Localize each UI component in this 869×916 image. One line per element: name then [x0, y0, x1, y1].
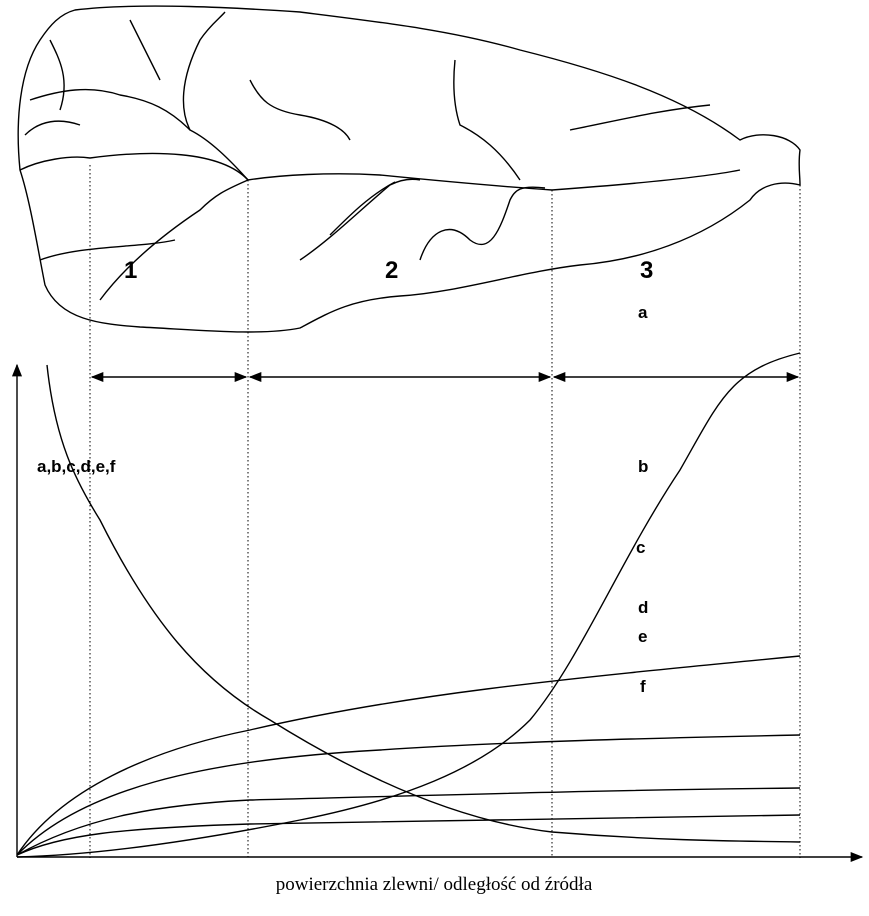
curve-label: d — [638, 598, 648, 617]
zone-label: 3 — [640, 257, 653, 284]
x-axis-label: powierzchnia zlewni/ odległość od źródła — [276, 874, 593, 895]
page: 1 2 3 a b c d e f a,b,c,d,e,f powierzchn… — [0, 0, 869, 916]
zone-label: 1 — [124, 257, 137, 284]
curve-label: e — [638, 627, 647, 646]
curve-label: c — [636, 538, 645, 557]
curves — [17, 353, 800, 857]
y-axis-label: a,b,c,d,e,f — [37, 457, 116, 476]
curve-label: f — [640, 677, 646, 696]
diagram: 1 2 3 a b c d e f a,b,c,d,e,f powierzchn… — [0, 0, 869, 916]
curve-label: a — [638, 303, 648, 322]
curve-label: b — [638, 457, 648, 476]
zone-label: 2 — [385, 257, 398, 284]
